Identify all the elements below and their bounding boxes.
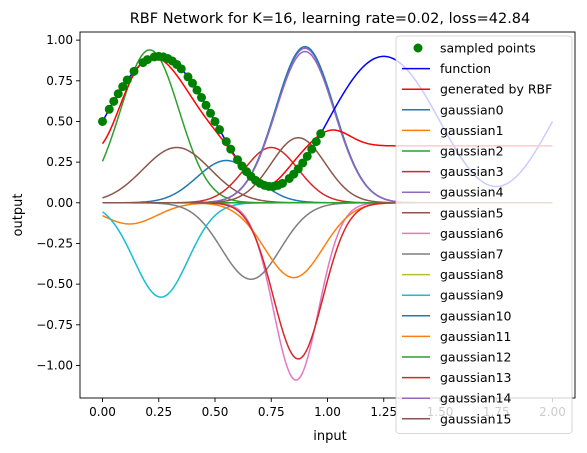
sampled-point-15 bbox=[176, 64, 186, 74]
sampled-point-44 bbox=[316, 129, 326, 139]
sampled-point-8 bbox=[143, 55, 152, 65]
sampled-point-24 bbox=[221, 137, 231, 147]
sampled-point-1 bbox=[104, 104, 114, 114]
sampled-point-25 bbox=[226, 144, 236, 154]
legend-label-16: gaussian13 bbox=[440, 370, 512, 385]
y-tick-label-2: 0.50 bbox=[46, 114, 73, 128]
legend-label-11: gaussian8 bbox=[440, 267, 504, 282]
sampled-point-2 bbox=[109, 96, 119, 106]
legend-label-7: gaussian4 bbox=[440, 185, 504, 200]
legend-label-5: gaussian2 bbox=[440, 144, 504, 159]
legend-label-1: function bbox=[440, 61, 491, 76]
legend-box bbox=[395, 35, 573, 434]
legend-label-14: gaussian11 bbox=[440, 329, 512, 344]
sampled-point-6 bbox=[129, 66, 139, 76]
legend-label-6: gaussian3 bbox=[440, 164, 504, 179]
legend-marker-0 bbox=[413, 43, 423, 53]
legend-label-13: gaussian10 bbox=[440, 308, 512, 323]
sampled-point-19 bbox=[197, 93, 206, 103]
legend-label-17: gaussian14 bbox=[440, 391, 512, 406]
sampled-point-26 bbox=[233, 155, 242, 165]
legend-label-12: gaussian9 bbox=[440, 288, 504, 303]
y-tick-label-4: 0.00 bbox=[46, 196, 73, 210]
sampled-point-17 bbox=[188, 78, 197, 88]
y-axis-ticks: 1.00 0.75 0.50 0.25 0.00 −0.25 −0.50 −0.75 −1.00 bbox=[36, 33, 80, 372]
legend-label-15: gaussian12 bbox=[440, 350, 512, 365]
y-tick-label-5: −0.25 bbox=[36, 236, 73, 250]
sampled-point-22 bbox=[210, 116, 220, 126]
y-tick-label-3: 0.25 bbox=[46, 155, 73, 169]
sampled-point-21 bbox=[206, 108, 215, 118]
x-tick-label-3: 0.75 bbox=[258, 405, 285, 419]
sampled-point-0 bbox=[98, 116, 107, 126]
legend-label-10: gaussian7 bbox=[440, 247, 504, 262]
legend-label-9: gaussian6 bbox=[440, 226, 504, 241]
legend-label-2: generated by RBF bbox=[440, 82, 552, 97]
chart-title: RBF Network for K=16, learning rate=0.02… bbox=[130, 11, 531, 27]
y-axis-label: output bbox=[11, 194, 26, 237]
sampled-point-3 bbox=[113, 89, 123, 99]
legend-label-0: sampled points bbox=[440, 41, 536, 56]
y-tick-label-0: 1.00 bbox=[46, 33, 73, 47]
x-tick-label-2: 0.50 bbox=[202, 405, 229, 419]
sampled-point-41 bbox=[302, 151, 312, 161]
x-axis-label: input bbox=[313, 429, 346, 444]
sampled-point-16 bbox=[183, 72, 193, 82]
sampled-point-20 bbox=[201, 100, 211, 110]
x-tick-label-0: 0.00 bbox=[89, 405, 116, 419]
x-tick-label-5: 1.25 bbox=[370, 405, 397, 419]
y-tick-label-6: −0.50 bbox=[36, 277, 73, 291]
legend: sampled points function generated by RBF ga… bbox=[395, 35, 573, 434]
y-tick-label-1: 0.75 bbox=[46, 74, 73, 88]
x-tick-label-1: 0.25 bbox=[145, 405, 172, 419]
sampled-point-40 bbox=[298, 158, 308, 168]
sampled-point-42 bbox=[307, 144, 317, 154]
sampled-point-5 bbox=[122, 75, 132, 85]
y-tick-label-7: −0.75 bbox=[36, 318, 73, 332]
legend-label-18: gaussian15 bbox=[440, 411, 512, 426]
legend-label-4: gaussian1 bbox=[440, 123, 504, 138]
sampled-point-4 bbox=[118, 82, 128, 92]
legend-label-8: gaussian5 bbox=[440, 205, 504, 220]
sampled-point-36 bbox=[278, 178, 287, 188]
legend-label-3: gaussian0 bbox=[440, 102, 504, 117]
sampled-point-43 bbox=[311, 137, 321, 147]
y-tick-label-8: −1.00 bbox=[36, 358, 73, 372]
sampled-point-23 bbox=[215, 125, 224, 135]
x-tick-label-4: 1.00 bbox=[314, 405, 341, 419]
sampled-point-18 bbox=[192, 85, 202, 95]
